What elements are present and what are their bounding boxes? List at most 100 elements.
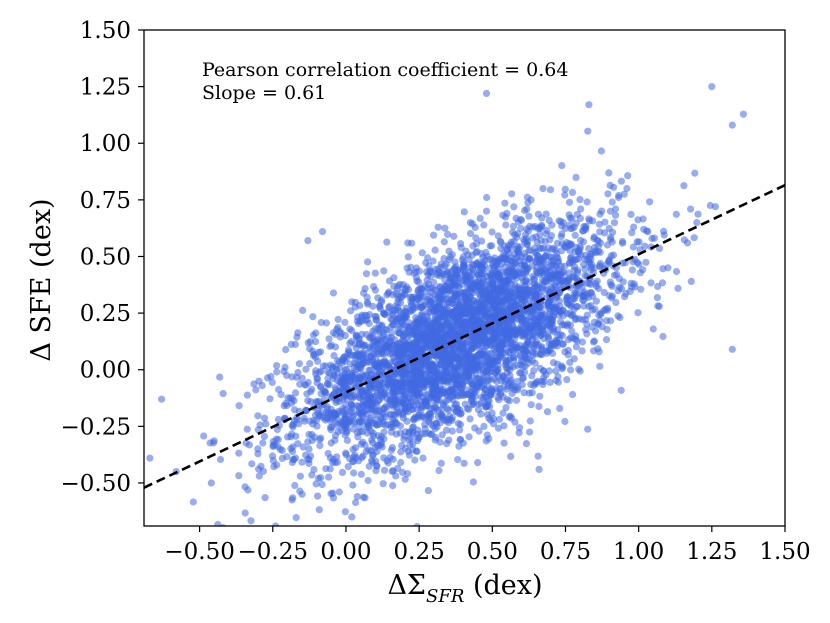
scatter-point — [508, 315, 516, 323]
scatter-point — [456, 426, 464, 434]
scatter-point — [409, 306, 417, 314]
scatter-point — [521, 362, 529, 371]
scatter-point — [655, 302, 663, 310]
scatter-point — [509, 327, 517, 335]
scatter-point — [408, 428, 417, 436]
scatter-point — [554, 331, 562, 339]
scatter-point — [607, 281, 615, 289]
scatter-point — [467, 368, 475, 376]
scatter-point — [340, 418, 348, 426]
scatter-point — [505, 348, 513, 356]
scatter-point — [578, 316, 587, 324]
scatter-point — [561, 417, 569, 426]
scatter-point — [372, 355, 380, 363]
scatter-point — [504, 334, 512, 342]
scatter-point — [515, 326, 524, 334]
scatter-point — [690, 234, 698, 242]
scatter-point — [291, 340, 299, 348]
scatter-point — [528, 307, 536, 315]
scatter-point — [459, 253, 467, 261]
scatter-point — [406, 440, 414, 449]
scatter-point — [488, 242, 496, 250]
scatter-point — [314, 492, 322, 500]
scatter-point — [375, 327, 383, 335]
scatter-point — [216, 373, 224, 381]
scatter-point — [445, 313, 454, 321]
scatter-point — [538, 308, 546, 316]
scatter-point — [414, 295, 422, 303]
scatter-points — [146, 83, 748, 526]
scatter-point — [526, 428, 534, 436]
scatter-point — [589, 338, 598, 346]
scatter-point — [379, 391, 387, 399]
scatter-point — [404, 253, 412, 261]
scatter-point — [497, 238, 505, 246]
scatter-point — [415, 384, 423, 393]
scatter-point — [672, 267, 681, 276]
scatter-point — [522, 292, 530, 300]
scatter-point — [400, 435, 408, 443]
scatter-point — [317, 383, 325, 391]
scatter-point — [467, 390, 475, 398]
scatter-point — [509, 222, 517, 230]
scatter-point — [525, 324, 533, 332]
scatter-point — [474, 375, 482, 383]
scatter-point — [388, 444, 396, 452]
scatter-point — [461, 272, 469, 280]
scatter-point — [380, 309, 388, 317]
scatter-point — [484, 277, 493, 285]
scatter-point — [325, 473, 333, 481]
scatter-point — [306, 360, 314, 368]
scatter-point — [585, 245, 593, 253]
scatter-point — [628, 266, 637, 274]
scatter-point — [359, 342, 367, 350]
scatter-point — [428, 367, 436, 375]
scatter-point — [334, 315, 342, 324]
scatter-point — [596, 362, 604, 370]
scatter-point — [561, 224, 570, 233]
scatter-point — [397, 458, 405, 467]
scatter-point — [610, 183, 618, 191]
scatter-point — [436, 438, 444, 446]
scatter-point — [273, 368, 281, 376]
scatter-point — [609, 251, 618, 259]
scatter-point — [425, 411, 433, 419]
scatter-point — [219, 390, 227, 398]
scatter-point — [383, 238, 391, 246]
scatter-point — [248, 460, 256, 468]
scatter-point — [443, 426, 451, 434]
scatter-point — [466, 415, 474, 423]
scatter-point — [503, 358, 511, 366]
scatter-point — [487, 361, 495, 369]
scatter-point — [551, 262, 559, 270]
scatter-point — [348, 513, 356, 521]
scatter-point — [376, 303, 384, 311]
scatter-point — [454, 419, 462, 428]
scatter-point — [235, 472, 243, 480]
scatter-point — [536, 350, 544, 358]
scatter-point — [442, 270, 451, 278]
scatter-point — [660, 231, 668, 239]
scatter-point — [214, 520, 222, 526]
scatter-point — [532, 379, 540, 387]
scatter-point — [421, 397, 429, 405]
scatter-point — [475, 427, 483, 435]
scatter-point — [475, 400, 483, 408]
plot-frame — [143, 29, 786, 527]
scatter-point — [451, 353, 460, 361]
scatter-point — [422, 355, 430, 363]
scatter-point — [582, 225, 590, 233]
scatter-point — [508, 190, 516, 198]
scatter-point — [254, 450, 262, 458]
scatter-point — [216, 455, 225, 464]
scatter-point — [375, 441, 383, 449]
scatter-point — [495, 258, 503, 266]
scatter-point — [342, 449, 350, 457]
scatter-point — [254, 412, 262, 420]
scatter-point — [501, 199, 509, 207]
scatter-point — [451, 258, 459, 266]
scatter-point — [605, 169, 613, 177]
scatter-point — [522, 316, 530, 324]
scatter-point — [526, 255, 534, 263]
